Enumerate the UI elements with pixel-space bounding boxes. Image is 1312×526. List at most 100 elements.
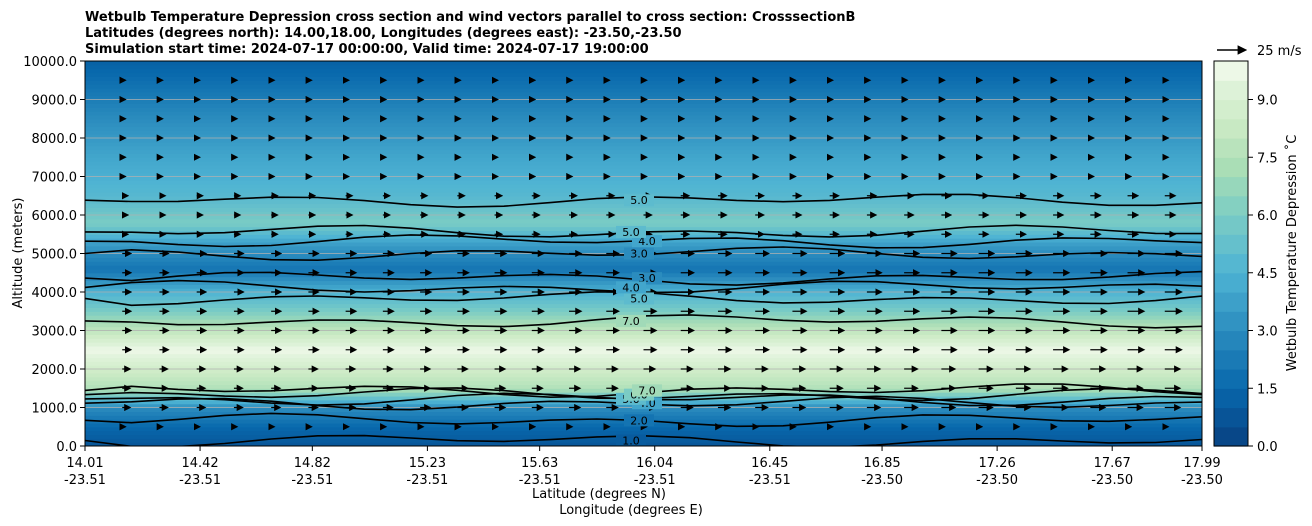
x-tick-label-lon: -23.50	[976, 473, 1018, 488]
field-band	[85, 80, 1202, 85]
colorbar-tick-label: 9.0	[1257, 94, 1278, 109]
x-tick-label-lat: 17.99	[1183, 456, 1220, 471]
x-tick-label-lat: 16.04	[636, 456, 673, 471]
quiver-key-label: 25 m/s	[1257, 44, 1302, 59]
colorbar-segment	[1214, 349, 1248, 370]
x-tick-label-lat: 14.42	[181, 456, 218, 471]
field-band	[85, 72, 1202, 77]
field-band	[85, 261, 1202, 266]
x-axis-label-latitude: Latitude (degrees N)	[532, 487, 666, 502]
x-tick-label-lon: -23.51	[64, 473, 106, 488]
y-tick-label: 9000.0	[32, 94, 78, 109]
field-band	[85, 330, 1202, 335]
y-tick-label: 6000.0	[32, 209, 78, 224]
colorbar-tick-label: 0.0	[1257, 440, 1278, 455]
contour-label-bg	[632, 235, 662, 248]
x-axis-label-longitude: Longitude (degrees E)	[559, 503, 703, 518]
field-band	[85, 303, 1202, 308]
contour-label-bg	[632, 384, 662, 397]
colorbar-segment	[1214, 157, 1248, 178]
x-tick-label-lat: 16.45	[751, 456, 788, 471]
x-tick-label-lon: -23.51	[406, 473, 448, 488]
field-band	[85, 64, 1202, 70]
contour-label-bg	[632, 272, 662, 285]
field-band	[85, 130, 1202, 135]
colorbar-frame	[1213, 60, 1249, 447]
field-band	[85, 353, 1202, 359]
field-band	[85, 138, 1202, 143]
field-band	[85, 222, 1202, 228]
colorbar-ticks: 0.0 1.5 3.0 4.5 6.0 7.5 9.0	[1248, 94, 1278, 455]
x-tick-label-lon: -23.51	[519, 473, 561, 488]
field-band	[85, 365, 1202, 370]
colorbar-segment	[1214, 138, 1248, 158]
field-band	[85, 191, 1202, 197]
contour-label-bg	[616, 434, 646, 447]
field-band	[85, 91, 1202, 97]
x-tick-label-lon: -23.50	[1181, 473, 1223, 488]
colorbar-segment	[1214, 61, 1248, 81]
colorbar-segment	[1214, 388, 1248, 409]
x-tick-label-lat: 14.01	[66, 456, 103, 471]
field-band	[85, 211, 1202, 216]
field-band	[85, 84, 1202, 89]
contour-label: 2.0	[630, 414, 648, 427]
field-band	[85, 380, 1202, 385]
x-tick-label-lat: 17.26	[979, 456, 1016, 471]
colorbar-segment	[1214, 407, 1248, 428]
field-band	[85, 118, 1202, 124]
field-band	[85, 103, 1202, 108]
colorbar	[1214, 61, 1248, 447]
y-tick-label: 7000.0	[32, 171, 78, 186]
field-band	[85, 188, 1202, 193]
y-tick-label: 2000.0	[32, 363, 78, 378]
x-tick-label-lon: -23.50	[861, 473, 903, 488]
field-band	[85, 68, 1202, 74]
field-band	[85, 122, 1202, 128]
contour-label: 5.0	[630, 292, 648, 305]
field-band	[85, 372, 1202, 378]
contour-label: 4.0	[638, 235, 656, 248]
x-tick-label-lon: -23.51	[749, 473, 791, 488]
field-band	[85, 361, 1202, 366]
field-band	[85, 338, 1202, 343]
contour-label: 7.0	[638, 384, 656, 397]
field-band	[85, 349, 1202, 355]
field-band	[85, 218, 1202, 224]
x-tick-label-lat: 15.63	[521, 456, 558, 471]
colorbar-segment	[1214, 369, 1248, 389]
field-band	[85, 268, 1202, 274]
contour-labels: 1.02.04.05.06.07.07.05.03.04.03.04.05.05…	[616, 194, 662, 448]
y-tick-label: 1000.0	[32, 402, 78, 417]
field-band	[85, 149, 1202, 154]
field-band	[85, 61, 1202, 66]
contour-label: 1.0	[622, 435, 640, 448]
field-band	[85, 126, 1202, 131]
field-band	[85, 180, 1202, 185]
x-axis-ticks: 14.01 -23.51 14.42 -23.51 14.82 -23.51 15.23 -2…	[64, 446, 1223, 488]
field-band	[85, 207, 1202, 212]
colorbar-segment	[1214, 99, 1248, 120]
field-band	[85, 184, 1202, 189]
quiver-key: 25 m/s	[1217, 44, 1302, 59]
x-tick-label-lat: 17.67	[1094, 456, 1131, 471]
y-tick-label: 5000.0	[32, 248, 78, 263]
contour-label-bg	[624, 247, 654, 260]
colorbar-tick-label: 3.0	[1257, 325, 1278, 340]
field-band	[85, 407, 1202, 412]
x-tick-label-lon: -23.51	[291, 473, 333, 488]
colorbar-label: Wetbulb Temperature Depression ˚C	[1284, 135, 1300, 372]
colorbar-segment	[1214, 80, 1248, 101]
x-tick-label-lon: -23.51	[179, 473, 221, 488]
field-band	[85, 176, 1202, 181]
colorbar-segment	[1214, 118, 1248, 139]
field-band	[85, 426, 1202, 432]
colorbar-tick-label: 7.5	[1257, 151, 1278, 166]
contour-label-bg	[624, 414, 654, 427]
contour-label-bg	[624, 292, 654, 305]
x-tick-label-lon: -23.51	[634, 473, 676, 488]
field-band	[85, 87, 1202, 93]
colorbar-tick-label: 4.5	[1257, 267, 1278, 282]
y-axis-ticks: 0.0 1000.0 2000.0 3000.0 4000.0 5000.0 6000.0 7…	[23, 55, 85, 455]
contour-label: 5.0	[622, 226, 640, 239]
